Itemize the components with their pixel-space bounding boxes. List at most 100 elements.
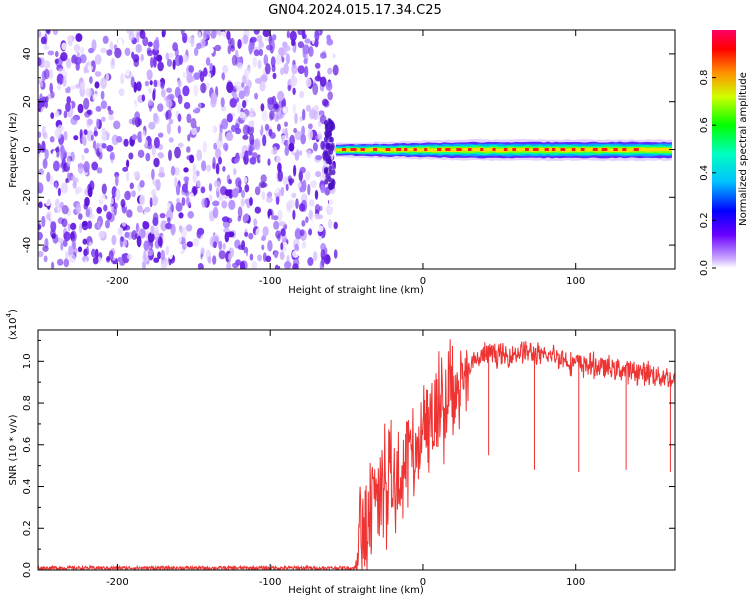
- noise-blob: [282, 41, 288, 49]
- noise-blob: [213, 241, 217, 249]
- noise-blob: [315, 171, 322, 178]
- noise-blob: [157, 251, 162, 260]
- noise-blob: [309, 108, 316, 119]
- noise-blob: [46, 30, 51, 35]
- noise-blob: [249, 197, 253, 206]
- spectrogram-xlabel: Height of straight line (km): [288, 285, 424, 296]
- noise-blob: [63, 140, 69, 150]
- noise-blob: [275, 196, 280, 205]
- noise-blob: [124, 64, 130, 77]
- noise-blob: [294, 243, 300, 253]
- snr-xlabel: Height of straight line (km): [288, 585, 424, 596]
- signal-peak: [437, 148, 442, 151]
- noise-blob: [61, 218, 68, 228]
- noise-blob: [244, 213, 249, 222]
- noise-blob: [297, 182, 302, 188]
- noise-blob: [226, 81, 234, 94]
- noise-blob: [314, 75, 322, 82]
- noise-blob: [182, 72, 187, 78]
- noise-blob: [109, 84, 113, 96]
- noise-blob: [75, 33, 83, 42]
- signal-peak: [424, 148, 428, 151]
- noise-blob: [309, 99, 316, 108]
- noise-blob: [174, 47, 179, 57]
- noise-blob: [146, 69, 153, 81]
- noise-blob: [128, 172, 134, 182]
- noise-blob: [75, 43, 80, 54]
- noise-blob: [109, 41, 114, 52]
- x-tick-label: 100: [566, 276, 585, 287]
- noise-blob: [182, 32, 188, 44]
- noise-blob: [234, 81, 242, 90]
- noise-blob: [90, 134, 94, 141]
- snr-axes: -200 -100 0 100 0.0 0.2 0.4 0.6 0.8 1.0: [22, 330, 675, 588]
- noise-blob: [165, 222, 173, 230]
- noise-blob: [146, 249, 154, 256]
- noise-blob: [206, 82, 210, 89]
- noise-blob: [52, 30, 59, 36]
- noise-blob: [57, 237, 64, 244]
- noise-blob: [168, 118, 174, 125]
- noise-blob: [212, 200, 220, 207]
- noise-blob: [263, 54, 269, 66]
- noise-blob: [92, 93, 100, 102]
- noise-blob: [103, 204, 108, 212]
- noise-blob: [302, 49, 307, 59]
- noise-blob: [134, 111, 141, 122]
- noise-blob: [203, 67, 208, 77]
- noise-blob: [328, 169, 333, 176]
- noise-blob: [329, 125, 334, 132]
- noise-blob: [106, 49, 113, 56]
- noise-blob: [257, 59, 262, 70]
- noise-blob: [275, 54, 282, 65]
- noise-blob: [183, 167, 189, 173]
- noise-blob: [242, 176, 248, 184]
- noise-blob: [239, 261, 246, 269]
- noise-blob: [332, 64, 339, 76]
- noise-blob: [50, 175, 54, 186]
- noise-blob: [95, 248, 99, 260]
- noise-blob: [38, 231, 43, 241]
- signal-peak: [551, 148, 556, 151]
- noise-blob: [278, 221, 286, 227]
- noise-blob: [330, 178, 335, 185]
- noise-blob: [80, 46, 85, 55]
- noise-blob: [196, 42, 202, 50]
- noise-blob: [215, 180, 221, 192]
- noise-blob: [157, 236, 163, 247]
- noise-blob: [280, 228, 286, 237]
- noise-blob: [301, 125, 305, 137]
- noise-blob: [120, 73, 125, 85]
- noise-blob: [73, 135, 79, 141]
- noise-blob: [65, 178, 69, 184]
- noise-blob: [237, 224, 243, 234]
- noise-blob: [50, 112, 55, 119]
- noise-blob: [120, 236, 125, 242]
- noise-blob: [226, 261, 231, 269]
- noise-blob: [301, 241, 307, 249]
- spectrogram-ylabel: Frequency (Hz): [8, 112, 19, 188]
- signal-peak: [492, 148, 496, 151]
- noise-blob: [87, 186, 93, 198]
- noise-blob: [101, 116, 106, 122]
- noise-blob: [101, 262, 108, 269]
- noise-blob: [244, 184, 250, 193]
- noise-blob: [237, 62, 243, 70]
- noise-blob: [152, 90, 156, 101]
- noise-blob: [65, 58, 72, 69]
- noise-blob: [260, 149, 266, 157]
- noise-blob: [181, 241, 187, 250]
- noise-blob: [140, 60, 148, 67]
- noise-blob: [231, 188, 239, 198]
- noise-blob: [162, 260, 169, 267]
- noise-blob: [131, 190, 136, 198]
- colorbar-tick-label: 0.4: [699, 165, 710, 181]
- noise-blob: [324, 178, 329, 185]
- noise-blob: [206, 164, 212, 172]
- noise-blob: [200, 247, 205, 255]
- noise-blob: [85, 87, 92, 98]
- noise-blob: [277, 169, 283, 182]
- noise-blob: [161, 31, 166, 38]
- noise-blob: [120, 198, 126, 208]
- noise-blob: [57, 83, 61, 91]
